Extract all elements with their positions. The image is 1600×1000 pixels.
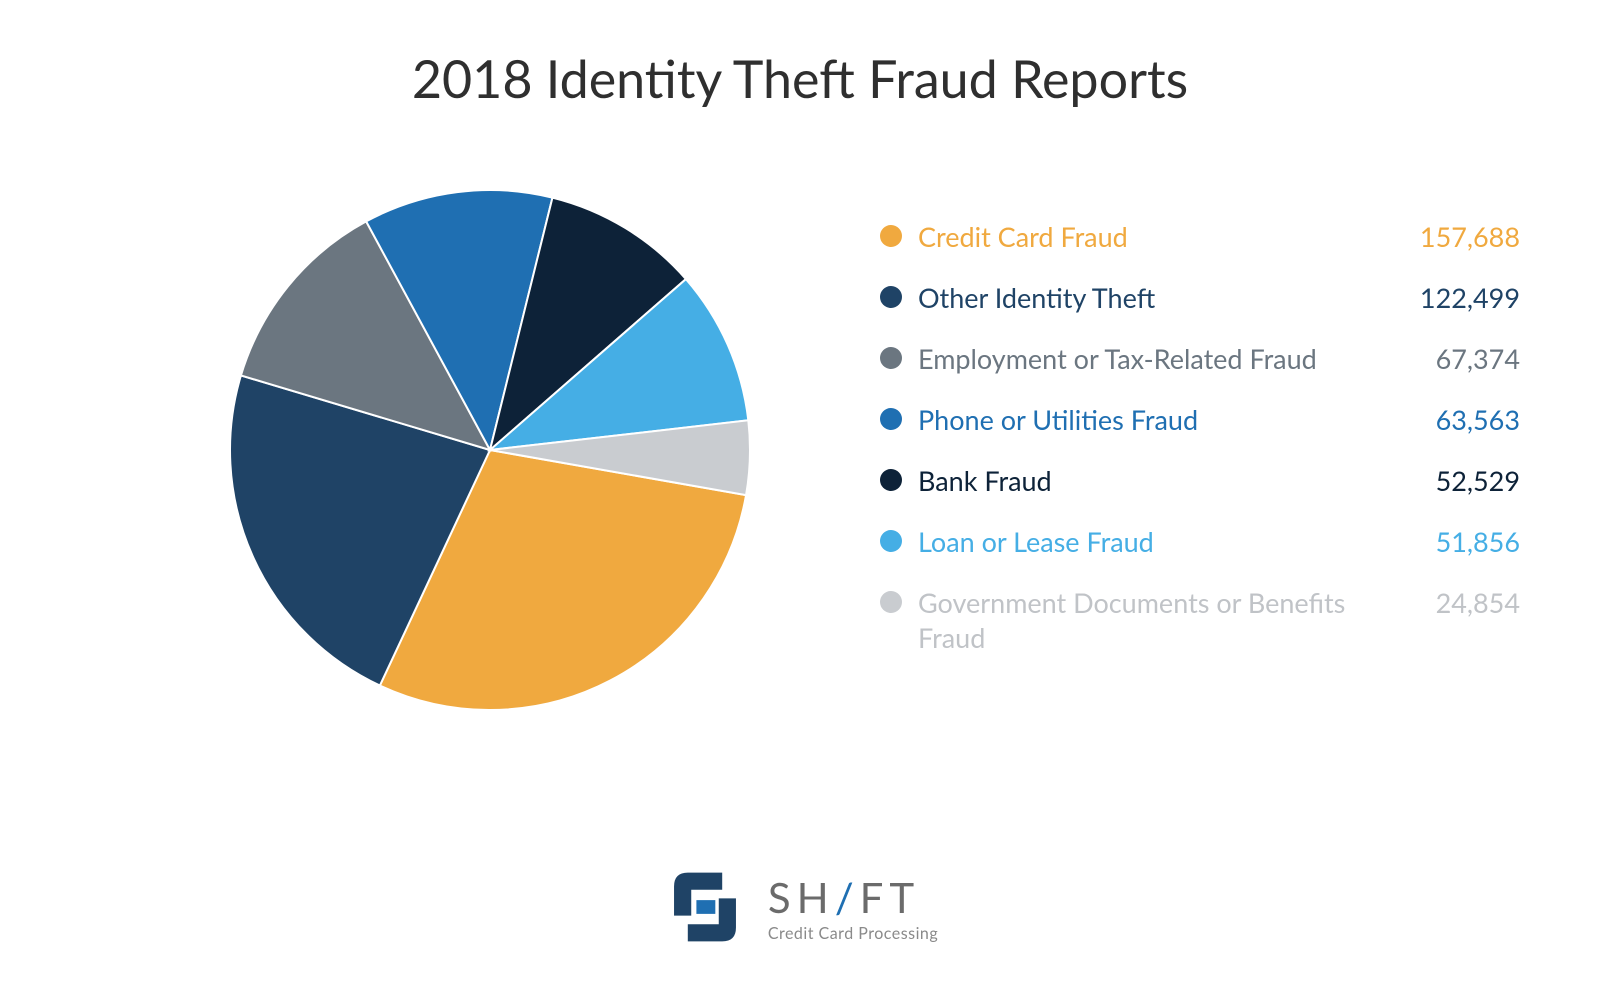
legend-label: Phone or Utilities Fraud (918, 402, 1400, 437)
legend-dot-icon (880, 591, 902, 613)
legend-value: 24,854 (1400, 585, 1520, 620)
legend-label: Government Documents or Benefits Fraud (918, 585, 1400, 655)
legend-value: 51,856 (1400, 524, 1520, 559)
content-row: Credit Card Fraud157,688Other Identity T… (0, 170, 1600, 730)
legend-dot-icon (880, 469, 902, 491)
legend-dot-icon (880, 225, 902, 247)
legend-row: Credit Card Fraud157,688 (880, 219, 1520, 254)
page-root: 2018 Identity Theft Fraud Reports Credit… (0, 0, 1600, 1000)
brand-name-post: FT (860, 872, 921, 922)
legend-value: 52,529 (1400, 463, 1520, 498)
legend-row: Phone or Utilities Fraud63,563 (880, 402, 1520, 437)
legend-dot-icon (880, 286, 902, 308)
legend-row: Bank Fraud52,529 (880, 463, 1520, 498)
legend-row: Loan or Lease Fraud51,856 (880, 524, 1520, 559)
legend-dot-icon (880, 408, 902, 430)
brand-text: SH/FT Credit Card Processing (768, 872, 938, 943)
legend-label: Bank Fraud (918, 463, 1400, 498)
legend: Credit Card Fraud157,688Other Identity T… (880, 219, 1520, 682)
legend-label: Credit Card Fraud (918, 219, 1400, 254)
legend-row: Government Documents or Benefits Fraud24… (880, 585, 1520, 655)
legend-label: Loan or Lease Fraud (918, 524, 1400, 559)
brand-subtitle: Credit Card Processing (768, 924, 938, 943)
brand-name-slash: / (835, 872, 860, 922)
footer: SH/FT Credit Card Processing (0, 864, 1600, 950)
brand-name: SH/FT (768, 872, 938, 922)
brand-name-pre: SH (768, 872, 835, 922)
legend-dot-icon (880, 347, 902, 369)
legend-dot-icon (880, 530, 902, 552)
legend-label: Employment or Tax-Related Fraud (918, 341, 1400, 376)
legend-value: 122,499 (1400, 280, 1520, 315)
pie-svg (210, 170, 770, 730)
pie-chart (210, 170, 770, 730)
page-title: 2018 Identity Theft Fraud Reports (0, 0, 1600, 110)
legend-value: 67,374 (1400, 341, 1520, 376)
legend-value: 157,688 (1400, 219, 1520, 254)
legend-label: Other Identity Theft (918, 280, 1400, 315)
legend-row: Employment or Tax-Related Fraud67,374 (880, 341, 1520, 376)
brand: SH/FT Credit Card Processing (662, 864, 938, 950)
brand-logo-icon (662, 864, 748, 950)
legend-value: 63,563 (1400, 402, 1520, 437)
legend-row: Other Identity Theft122,499 (880, 280, 1520, 315)
